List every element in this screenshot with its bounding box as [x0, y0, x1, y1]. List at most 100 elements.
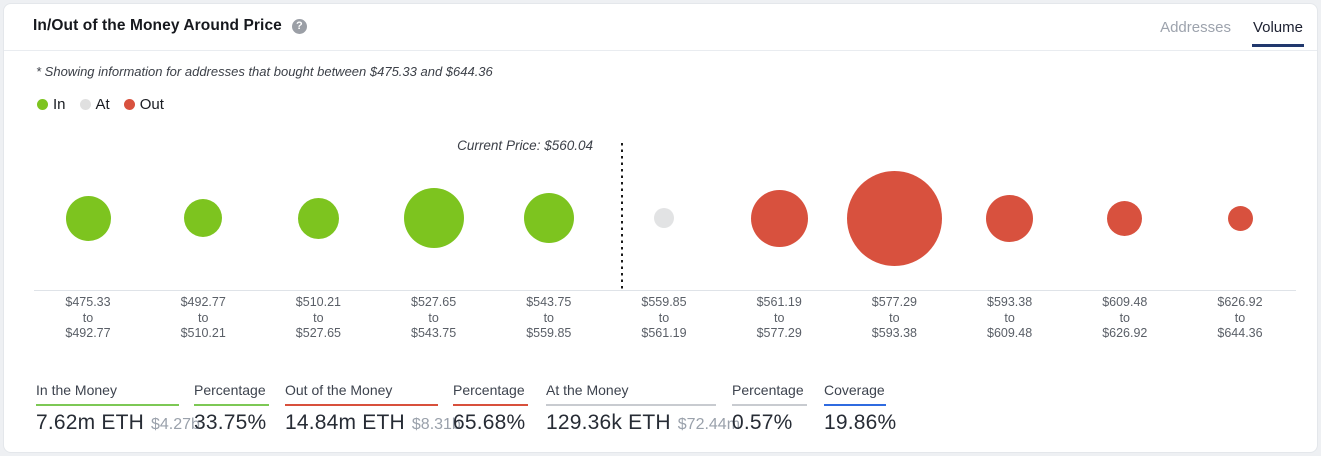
x-axis-label: $527.65 to $543.75	[376, 295, 491, 342]
tab-bar: Addresses Volume	[1159, 4, 1304, 47]
stat-percentage: Percentage 0.57%	[732, 382, 807, 435]
page-title: In/Out of the Money Around Price	[33, 17, 282, 34]
stat-label: Coverage	[824, 382, 886, 406]
stat-value: 129.36k ETH	[546, 411, 671, 434]
bubble-in-475.33[interactable]	[65, 195, 111, 241]
x-axis-label-line: $543.75	[526, 295, 572, 309]
tab-volume[interactable]: Volume	[1251, 4, 1304, 47]
legend-dot-icon	[37, 99, 48, 110]
x-axis-label: $561.19 to $577.29	[722, 295, 837, 342]
stat-value: 0.57%	[732, 411, 793, 434]
x-axis-label-line: $510.21	[295, 295, 341, 309]
stat-percentage: Percentage 33.75%	[194, 382, 269, 435]
stat-sub-value: $72.44m	[677, 416, 741, 433]
x-axis-label-line: $626.92	[1102, 326, 1148, 340]
x-axis-label-line: $626.92	[1217, 295, 1263, 309]
x-axis-label-line: to	[658, 310, 670, 325]
x-axis-label-line: $475.33	[65, 295, 111, 309]
bubble-at-559.85[interactable]	[654, 208, 674, 228]
bubble-in-510.21[interactable]	[297, 197, 339, 239]
legend-item-at[interactable]: At	[79, 96, 110, 113]
x-axis-label: $492.77 to $510.21	[146, 295, 261, 342]
stat-label: Percentage	[453, 382, 528, 406]
bubble-in-527.65[interactable]	[403, 188, 464, 248]
legend-dot-icon	[123, 99, 135, 110]
bubble-out-561.19[interactable]	[750, 189, 808, 247]
legend-item-in[interactable]: In	[37, 96, 66, 113]
x-axis-label-line: to	[889, 310, 900, 325]
stat-out-of-the-money: Out of the Money 14.84m ETH $8.31b	[285, 382, 461, 435]
x-axis-label-line: to	[82, 310, 94, 325]
stat-at-the-money: At the Money 129.36k ETH $72.44m	[546, 382, 740, 435]
x-axis-label: $577.29 to $593.38	[837, 295, 952, 342]
bubble-in-492.77[interactable]	[184, 199, 223, 237]
stat-value: 19.86%	[824, 411, 897, 434]
stat-sub-value: $8.31b	[411, 416, 461, 433]
bubble-out-593.38[interactable]	[986, 194, 1034, 242]
stat-label: At the Money	[546, 382, 716, 406]
stat-percentage: Percentage 65.68%	[453, 382, 528, 435]
current-price-dotted-line	[621, 143, 623, 290]
x-axis-label: $475.33 to $492.77	[31, 295, 146, 342]
x-axis-label: $626.92 to $644.36	[1183, 295, 1298, 342]
tab-addresses[interactable]: Addresses	[1160, 19, 1231, 36]
stat-value-row: 33.75%	[194, 411, 269, 435]
stat-sub-value: $4.27b	[151, 416, 200, 433]
bubble-out-626.92[interactable]	[1227, 205, 1253, 231]
stat-value: 7.62m ETH	[36, 411, 144, 434]
x-axis-label-line: $609.48	[987, 326, 1033, 340]
bubble-out-577.29[interactable]	[846, 170, 942, 266]
x-axis-label-line: $644.36	[1217, 326, 1263, 340]
title-wrap: In/Out of the Money Around Price ?	[33, 4, 307, 35]
stat-label: In the Money	[36, 382, 179, 406]
current-price-label: Current Price: $560.04	[457, 138, 593, 153]
stat-label: Percentage	[194, 382, 269, 406]
stat-value-row: 19.86%	[824, 411, 896, 435]
x-axis-label-line: to	[1119, 310, 1131, 325]
bubble-chart: Current Price: $560.04 $475.33 to $492.77 $…	[4, 132, 1317, 372]
help-icon[interactable]: ?	[291, 18, 307, 34]
x-axis-line	[34, 290, 1296, 291]
x-axis-label-line: to	[1234, 310, 1246, 325]
x-axis-label-line: $593.38	[987, 295, 1033, 309]
x-axis-label-line: $527.65	[411, 295, 457, 309]
bubble-in-543.75[interactable]	[523, 193, 574, 243]
stat-value-row: 129.36k ETH $72.44m	[546, 411, 740, 435]
x-axis-label-line: to	[197, 310, 209, 325]
stat-coverage: Coverage 19.86%	[824, 382, 896, 435]
x-axis-label-line: $593.38	[871, 326, 917, 340]
x-axis-label-line: $577.29	[871, 295, 917, 309]
x-axis-label-line: $492.77	[180, 295, 226, 309]
x-axis-label-line: $559.85	[526, 326, 572, 340]
stat-value: 14.84m ETH	[285, 411, 405, 434]
subtitle-note: * Showing information for addresses that…	[36, 64, 493, 79]
legend-label: In	[53, 96, 66, 113]
x-axis-label-line: $609.48	[1102, 295, 1148, 309]
x-axis-label-line: $577.29	[756, 326, 802, 340]
x-axis-label-line: $559.85	[641, 295, 687, 309]
x-axis-label-line: $561.19	[756, 295, 802, 309]
stat-value: 33.75%	[194, 411, 267, 434]
x-axis-label-line: to	[1004, 310, 1015, 325]
x-axis-label-line: to	[313, 310, 324, 325]
x-axis-label: $593.38 to $609.48	[952, 295, 1067, 342]
x-axis-label-line: to	[773, 310, 785, 325]
legend-dot-icon	[79, 99, 91, 110]
stat-value-row: 0.57%	[732, 411, 807, 435]
stat-value-row: 7.62m ETH $4.27b	[36, 411, 200, 435]
x-axis-label: $609.48 to $626.92	[1067, 295, 1182, 342]
stat-value-row: 14.84m ETH $8.31b	[285, 411, 461, 435]
x-axis-label-line: to	[543, 310, 555, 325]
stat-in-the-money: In the Money 7.62m ETH $4.27b	[36, 382, 200, 435]
legend: In At Out	[37, 96, 1317, 113]
stat-value: 65.68%	[453, 411, 526, 434]
stat-label: Percentage	[732, 382, 807, 406]
stat-label: Out of the Money	[285, 382, 438, 406]
x-axis-label-line: $527.65	[295, 326, 341, 340]
x-axis-label-line: $561.19	[641, 326, 687, 340]
stats-row: In the Money 7.62m ETH $4.27b Percentage 33.…	[4, 382, 1317, 435]
in-out-money-card: In/Out of the Money Around Price ? Addre…	[3, 3, 1318, 453]
x-axis-label: $510.21 to $527.65	[261, 295, 376, 342]
legend-item-out[interactable]: Out	[123, 96, 164, 113]
bubble-out-609.48[interactable]	[1107, 200, 1143, 236]
